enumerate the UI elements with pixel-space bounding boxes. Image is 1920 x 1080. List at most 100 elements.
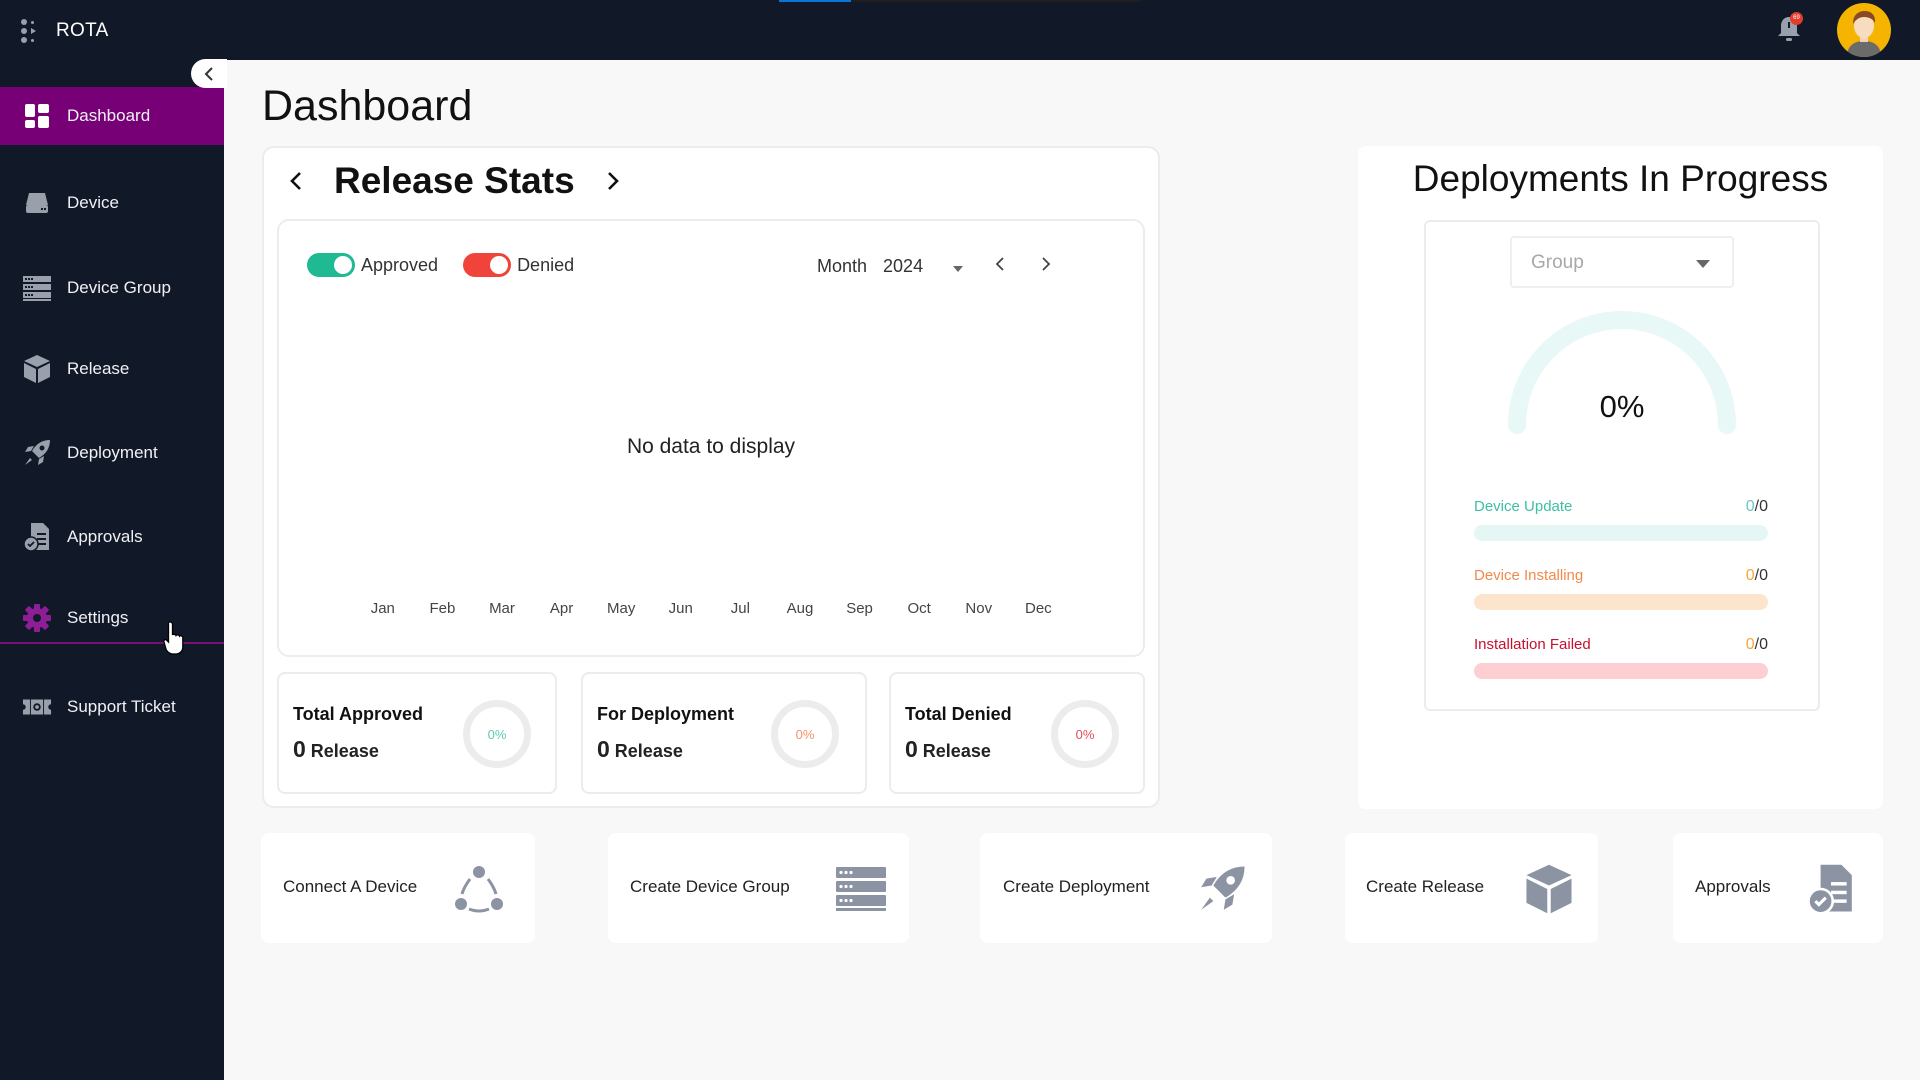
chevron-left-icon: [290, 172, 301, 190]
connect-device-icon: [451, 861, 507, 917]
mouse-cursor-hand-icon: [163, 621, 184, 655]
release-stats-header: Release Stats: [288, 160, 621, 202]
sidebar-item-label: Device: [67, 193, 119, 212]
action-label: Create Release: [1366, 877, 1485, 896]
month-tick: Jan: [370, 600, 395, 617]
sidebar-item-release[interactable]: Release: [0, 340, 224, 398]
prev-stats-button[interactable]: [288, 169, 304, 193]
sidebar: [0, 60, 224, 1080]
stat-title: For Deployment: [597, 704, 735, 724]
month-tick: Nov: [965, 600, 993, 617]
gear-icon: [22, 603, 52, 633]
top-bar: ROTA 69: [0, 0, 1920, 60]
progress-device-installing: Device Installing 0/0: [1474, 567, 1768, 610]
approved-toggle[interactable]: [307, 253, 355, 277]
approvals-icon: [22, 522, 52, 552]
sidebar-item-settings[interactable]: Settings: [0, 589, 224, 647]
progress-bar: [1474, 525, 1768, 541]
period-label: Month: [817, 255, 868, 276]
sidebar-item-label: Dashboard: [67, 106, 151, 125]
stat-value: 0 Release: [905, 736, 991, 762]
connect-device-button[interactable]: Connect A Device: [261, 833, 535, 943]
caret-down-icon: [953, 265, 964, 272]
month-tick: Feb: [429, 600, 456, 617]
page-title: Dashboard: [262, 82, 473, 130]
sidebar-item-label: Device Group: [67, 278, 171, 297]
stat-ring: 0%: [463, 700, 531, 768]
brand-logo-icon: [20, 17, 40, 45]
sidebar-item-label: Release: [67, 359, 130, 378]
month-tick: Jul: [730, 600, 750, 617]
dashboard-icon: [22, 101, 52, 131]
stat-card-total-denied: Total Denied 0 Release 0%: [889, 672, 1145, 794]
sidebar-hover-underline: [0, 642, 224, 644]
sidebar-item-label: Approvals: [67, 527, 143, 546]
sidebar-item-label: Support Ticket: [67, 697, 176, 716]
progress-label: Device Update: [1474, 498, 1573, 515]
approved-toggle-label: Approved: [361, 254, 439, 275]
chevron-right-icon: [1042, 256, 1051, 271]
action-label: Approvals: [1695, 877, 1771, 896]
sidebar-item-dashboard[interactable]: Dashboard: [0, 87, 224, 145]
rocket-icon: [1194, 861, 1250, 917]
progress-gauge: [1508, 311, 1736, 434]
stat-ring: 0%: [771, 700, 839, 768]
deployments-inner-card: [1424, 220, 1820, 711]
action-label: Create Deployment: [1003, 877, 1150, 896]
progress-count: 0/0: [1745, 636, 1768, 653]
sidebar-item-label: Deployment: [67, 443, 158, 462]
sidebar-collapse-button[interactable]: [191, 59, 227, 88]
sidebar-item-device[interactable]: Device: [0, 174, 224, 232]
sidebar-item-deployment[interactable]: Deployment: [0, 424, 224, 482]
chart-legend-toggles: Approved Denied: [307, 253, 599, 277]
month-tick: Jun: [668, 600, 693, 617]
caret-down-icon: [1696, 260, 1710, 268]
stat-card-total-approved: Total Approved 0 Release 0%: [277, 672, 557, 794]
group-select[interactable]: Group: [1510, 236, 1734, 288]
approvals-button[interactable]: Approvals: [1673, 833, 1883, 943]
chart-empty-message: No data to display: [626, 435, 796, 458]
device-group-icon: [833, 861, 889, 917]
brand[interactable]: ROTA: [20, 17, 109, 45]
progress-device-update: Device Update 0/0: [1474, 498, 1768, 541]
chevron-right-icon: [607, 172, 619, 190]
month-tick: Dec: [1024, 600, 1052, 617]
sidebar-item-label: Settings: [67, 608, 129, 627]
stat-value: 0 Release: [597, 736, 683, 762]
deployments-title: Deployments In Progress: [1412, 158, 1829, 199]
next-stats-button[interactable]: [605, 169, 621, 193]
create-device-group-button[interactable]: Create Device Group: [608, 833, 909, 943]
create-release-button[interactable]: Create Release: [1345, 833, 1598, 943]
sidebar-item-approvals[interactable]: Approvals: [0, 508, 224, 566]
chevron-left-icon: [204, 66, 213, 81]
period-selector: Month 2024: [817, 253, 1051, 279]
prev-year-button[interactable]: [995, 256, 1005, 277]
next-year-button[interactable]: [1041, 256, 1051, 277]
action-label: Connect A Device: [283, 877, 418, 896]
month-tick: May: [607, 600, 636, 617]
box-icon: [22, 354, 52, 384]
user-avatar[interactable]: [1837, 3, 1891, 57]
device-icon: [22, 188, 52, 218]
approvals-icon: [1803, 861, 1859, 917]
release-chart-card: [277, 219, 1145, 657]
year-value[interactable]: 2024: [883, 255, 924, 276]
month-tick: Sep: [846, 600, 873, 617]
progress-count: 0/0: [1745, 498, 1768, 515]
month-tick: Apr: [549, 600, 574, 617]
chart-x-axis: Jan Feb Mar Apr May Jun Jul Aug Sep Oct …: [353, 600, 1068, 617]
year-dropdown-button[interactable]: [953, 256, 964, 277]
month-tick: Oct: [907, 600, 931, 617]
progress-label: Installation Failed: [1474, 636, 1591, 653]
notifications-button[interactable]: 69: [1774, 12, 1804, 44]
rocket-icon: [22, 438, 52, 468]
create-deployment-button[interactable]: Create Deployment: [980, 833, 1272, 943]
sidebar-item-device-group[interactable]: Device Group: [0, 259, 224, 317]
progress-bar: [1474, 663, 1768, 679]
notification-badge: 69: [1790, 12, 1803, 25]
loading-progress-bar: [779, 0, 1141, 2]
user-avatar-icon: [1847, 11, 1881, 57]
denied-toggle[interactable]: [463, 253, 512, 277]
sidebar-item-support-ticket[interactable]: Support Ticket: [0, 678, 224, 736]
month-tick: Mar: [489, 600, 515, 617]
